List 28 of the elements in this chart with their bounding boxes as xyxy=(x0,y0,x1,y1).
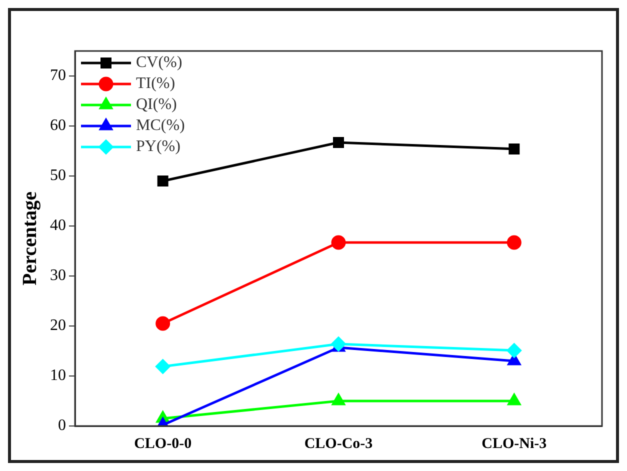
legend-label: PY(%) xyxy=(136,138,180,156)
x-tick-label: CLO-Co-3 xyxy=(304,436,373,452)
x-tick-label: CLO-0-0 xyxy=(134,436,192,452)
y-tick-label: 50 xyxy=(50,167,66,184)
y-tick-label: 0 xyxy=(58,417,66,434)
y-tick-label: 40 xyxy=(50,217,66,234)
legend-label: MC(%) xyxy=(136,117,185,134)
point xyxy=(156,316,170,331)
legend-label: CV(%) xyxy=(136,54,182,72)
point xyxy=(332,394,345,406)
point xyxy=(333,137,344,148)
point xyxy=(508,144,520,154)
y-tick-label: 30 xyxy=(50,267,66,284)
point xyxy=(331,336,346,352)
point xyxy=(331,235,346,250)
y-tick-label: 70 xyxy=(50,67,66,84)
point xyxy=(156,359,170,374)
point xyxy=(508,394,521,406)
y-tick-label: 60 xyxy=(50,117,66,134)
x-tick-label: CLO-Ni-3 xyxy=(482,436,547,452)
point xyxy=(506,343,522,358)
point xyxy=(506,235,522,250)
y-tick-label: 10 xyxy=(50,367,66,384)
legend-label: TI(%) xyxy=(136,75,176,92)
legend-label: QI(%) xyxy=(136,96,177,114)
point xyxy=(157,176,168,186)
y-tick-label: 20 xyxy=(50,317,66,334)
y-axis-title: Percentage xyxy=(19,191,42,286)
